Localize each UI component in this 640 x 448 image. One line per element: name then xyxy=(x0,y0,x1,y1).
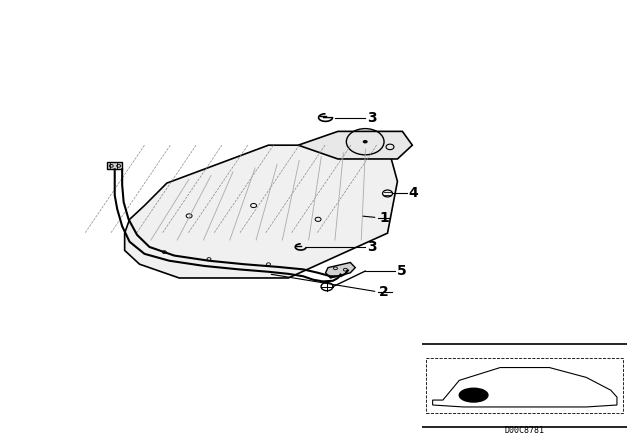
Circle shape xyxy=(363,140,367,143)
Text: 3: 3 xyxy=(367,111,376,125)
Polygon shape xyxy=(125,145,397,278)
Text: 1: 1 xyxy=(379,211,389,224)
Polygon shape xyxy=(326,263,355,278)
Polygon shape xyxy=(298,131,412,159)
Text: 4: 4 xyxy=(409,186,419,200)
Polygon shape xyxy=(108,163,122,169)
Text: 5: 5 xyxy=(396,264,406,278)
Text: D00C8781: D00C8781 xyxy=(505,426,545,435)
Text: 3: 3 xyxy=(367,240,376,254)
Text: 2: 2 xyxy=(379,285,389,299)
Circle shape xyxy=(460,388,488,402)
